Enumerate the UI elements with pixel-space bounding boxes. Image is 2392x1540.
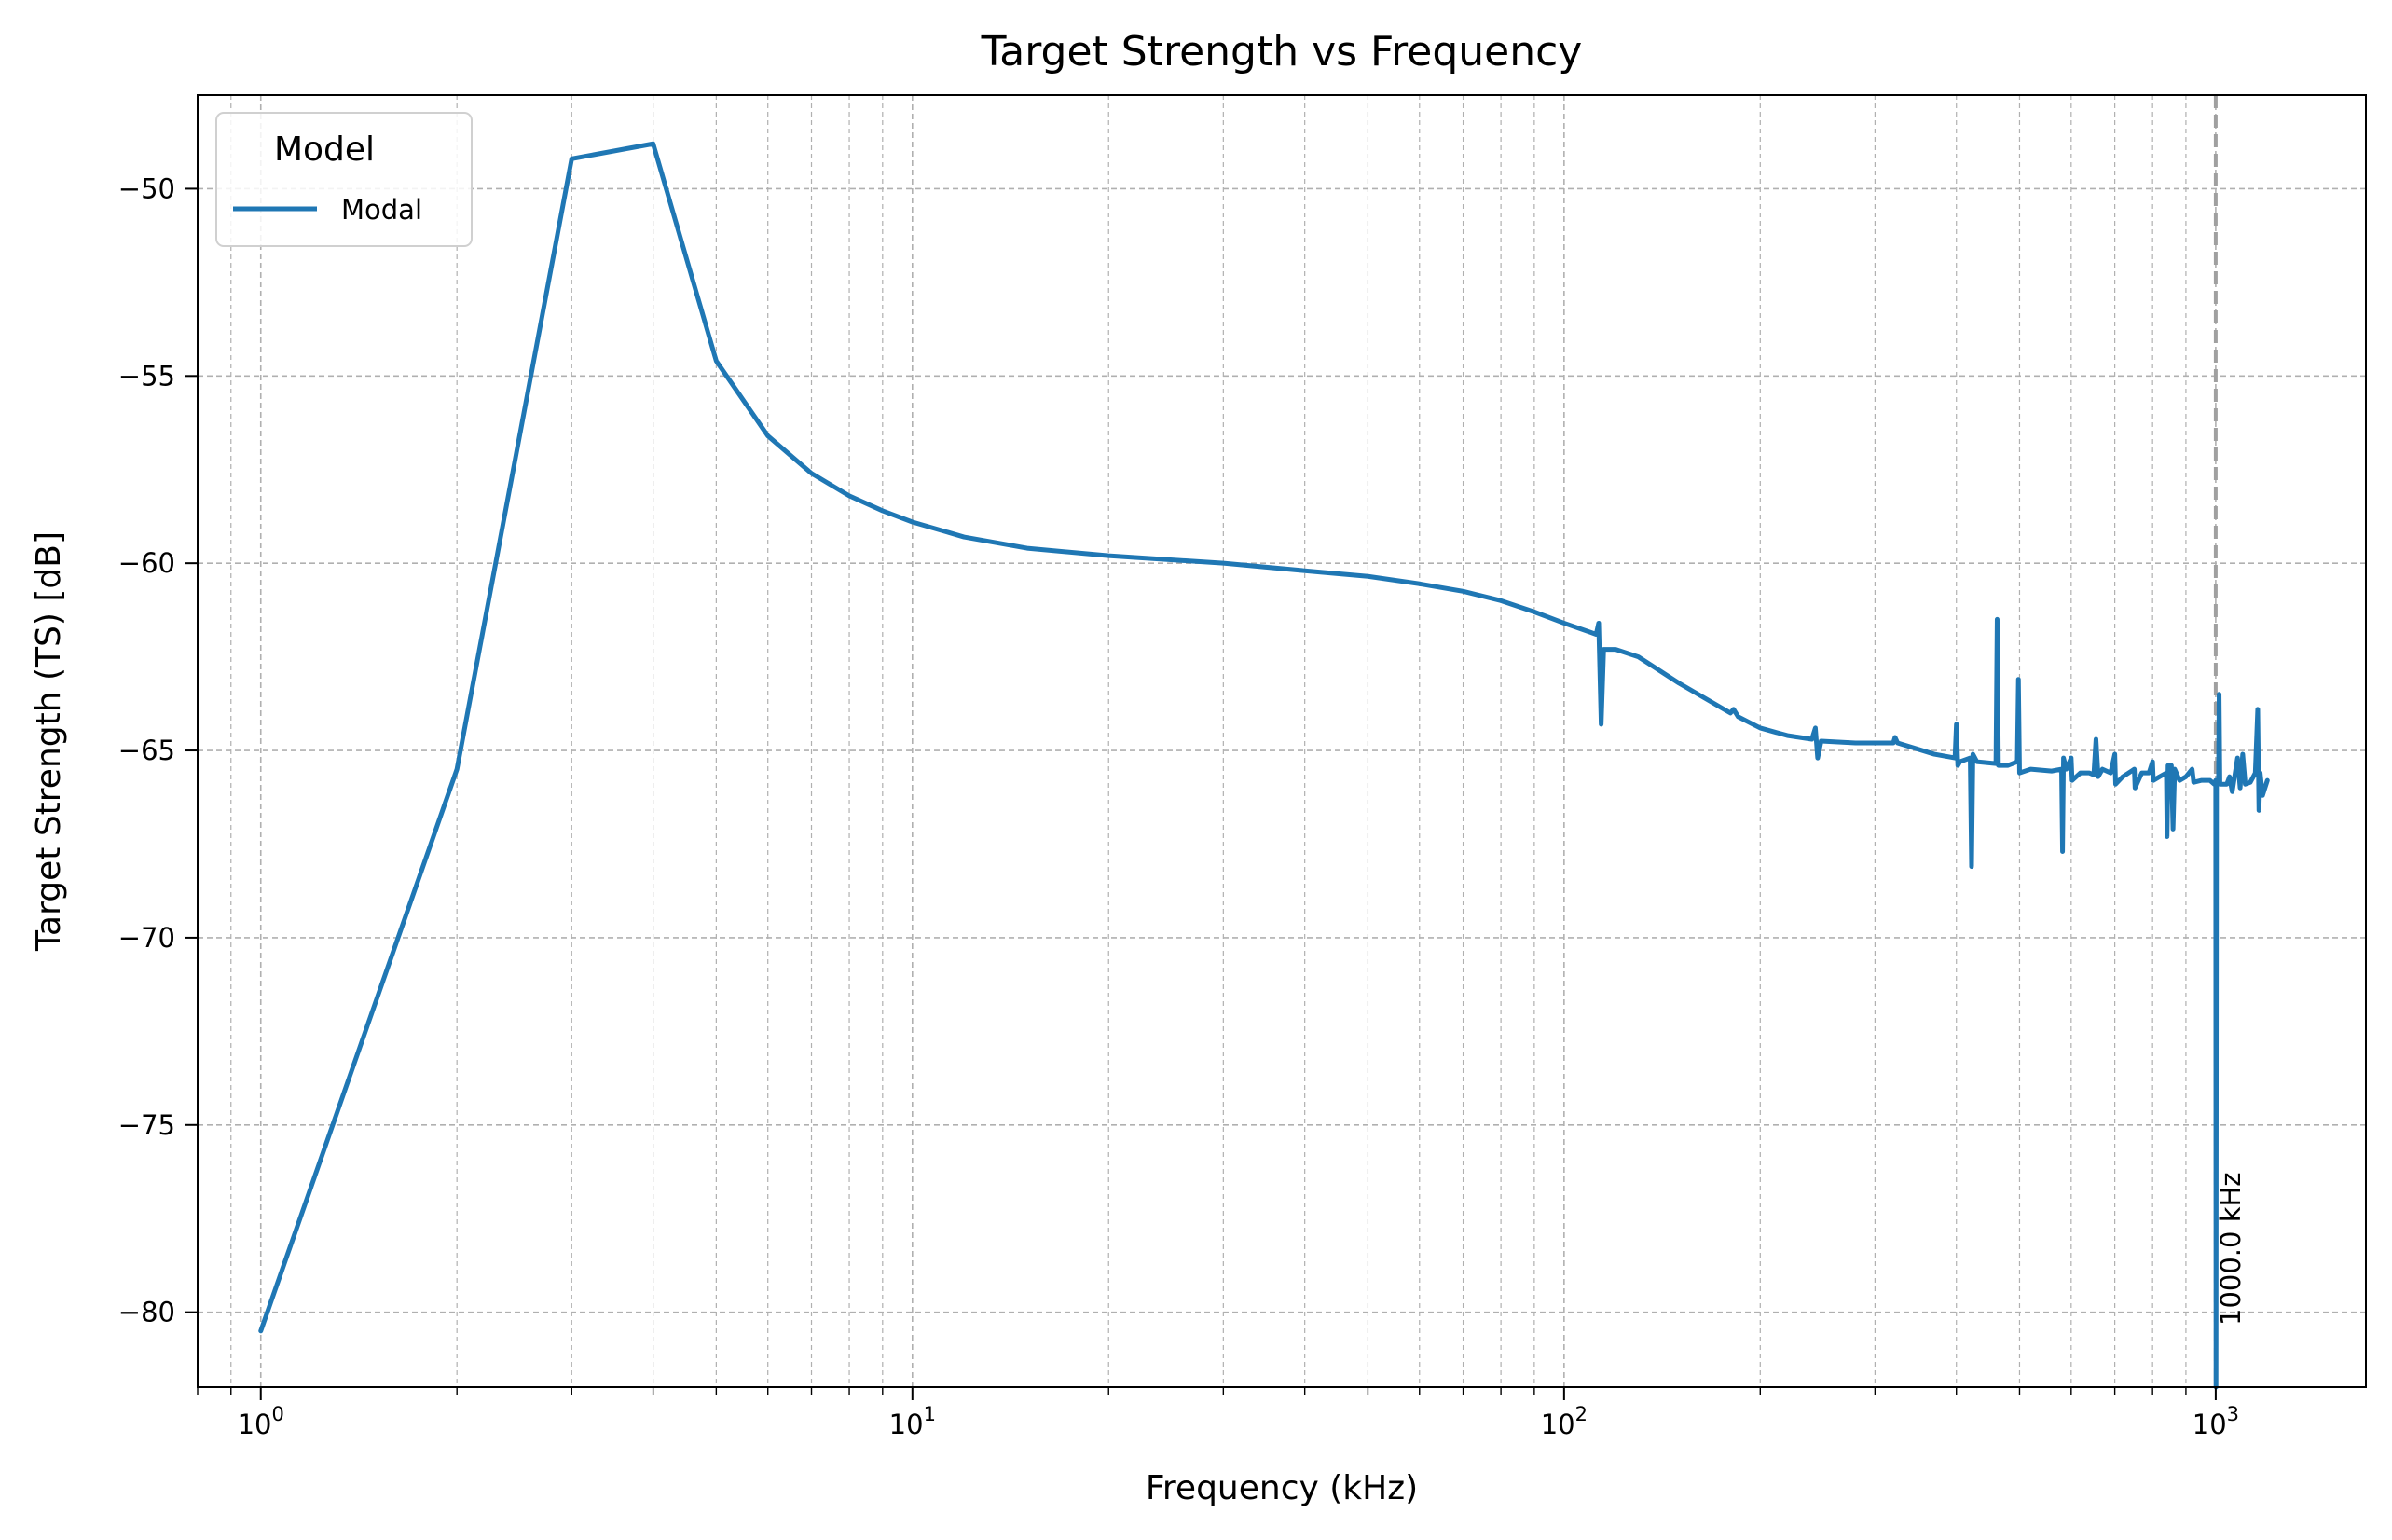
chart-title: Target Strength vs Frequency [981,28,1583,76]
x-tick-label: 102 [1541,1403,1588,1440]
y-tick-label: −60 [118,547,175,579]
legend: Model Modal [215,112,473,247]
y-axis-label: Target Strength (TS) [dB] [30,531,68,952]
legend-label-modal: Modal [341,194,422,226]
y-tick-label: −50 [118,172,175,204]
series-line-modal [258,141,2270,1390]
x-axis-label: Frequency (kHz) [1146,1469,1418,1507]
plot-frame [197,94,2367,1388]
x-tick-label: 103 [2193,1403,2239,1440]
reference-line-label: 1000.0 kHz [2215,1172,2247,1326]
y-tick-label: −55 [118,360,175,392]
y-tick-label: −70 [118,922,175,954]
series-group [258,141,2270,1390]
y-tick-label: −65 [118,735,175,766]
x-tick-label: 100 [238,1403,284,1440]
y-tick-label: −80 [118,1297,175,1328]
grid [197,95,2366,1387]
legend-box [215,112,473,247]
x-tick-label: 101 [889,1403,936,1440]
y-tick-label: −75 [118,1109,175,1141]
axis-ticks: 100 101 102 103 −80 −75 −70 −65 −60 −55 −50 [118,172,2239,1440]
legend-title: Model [274,131,375,169]
